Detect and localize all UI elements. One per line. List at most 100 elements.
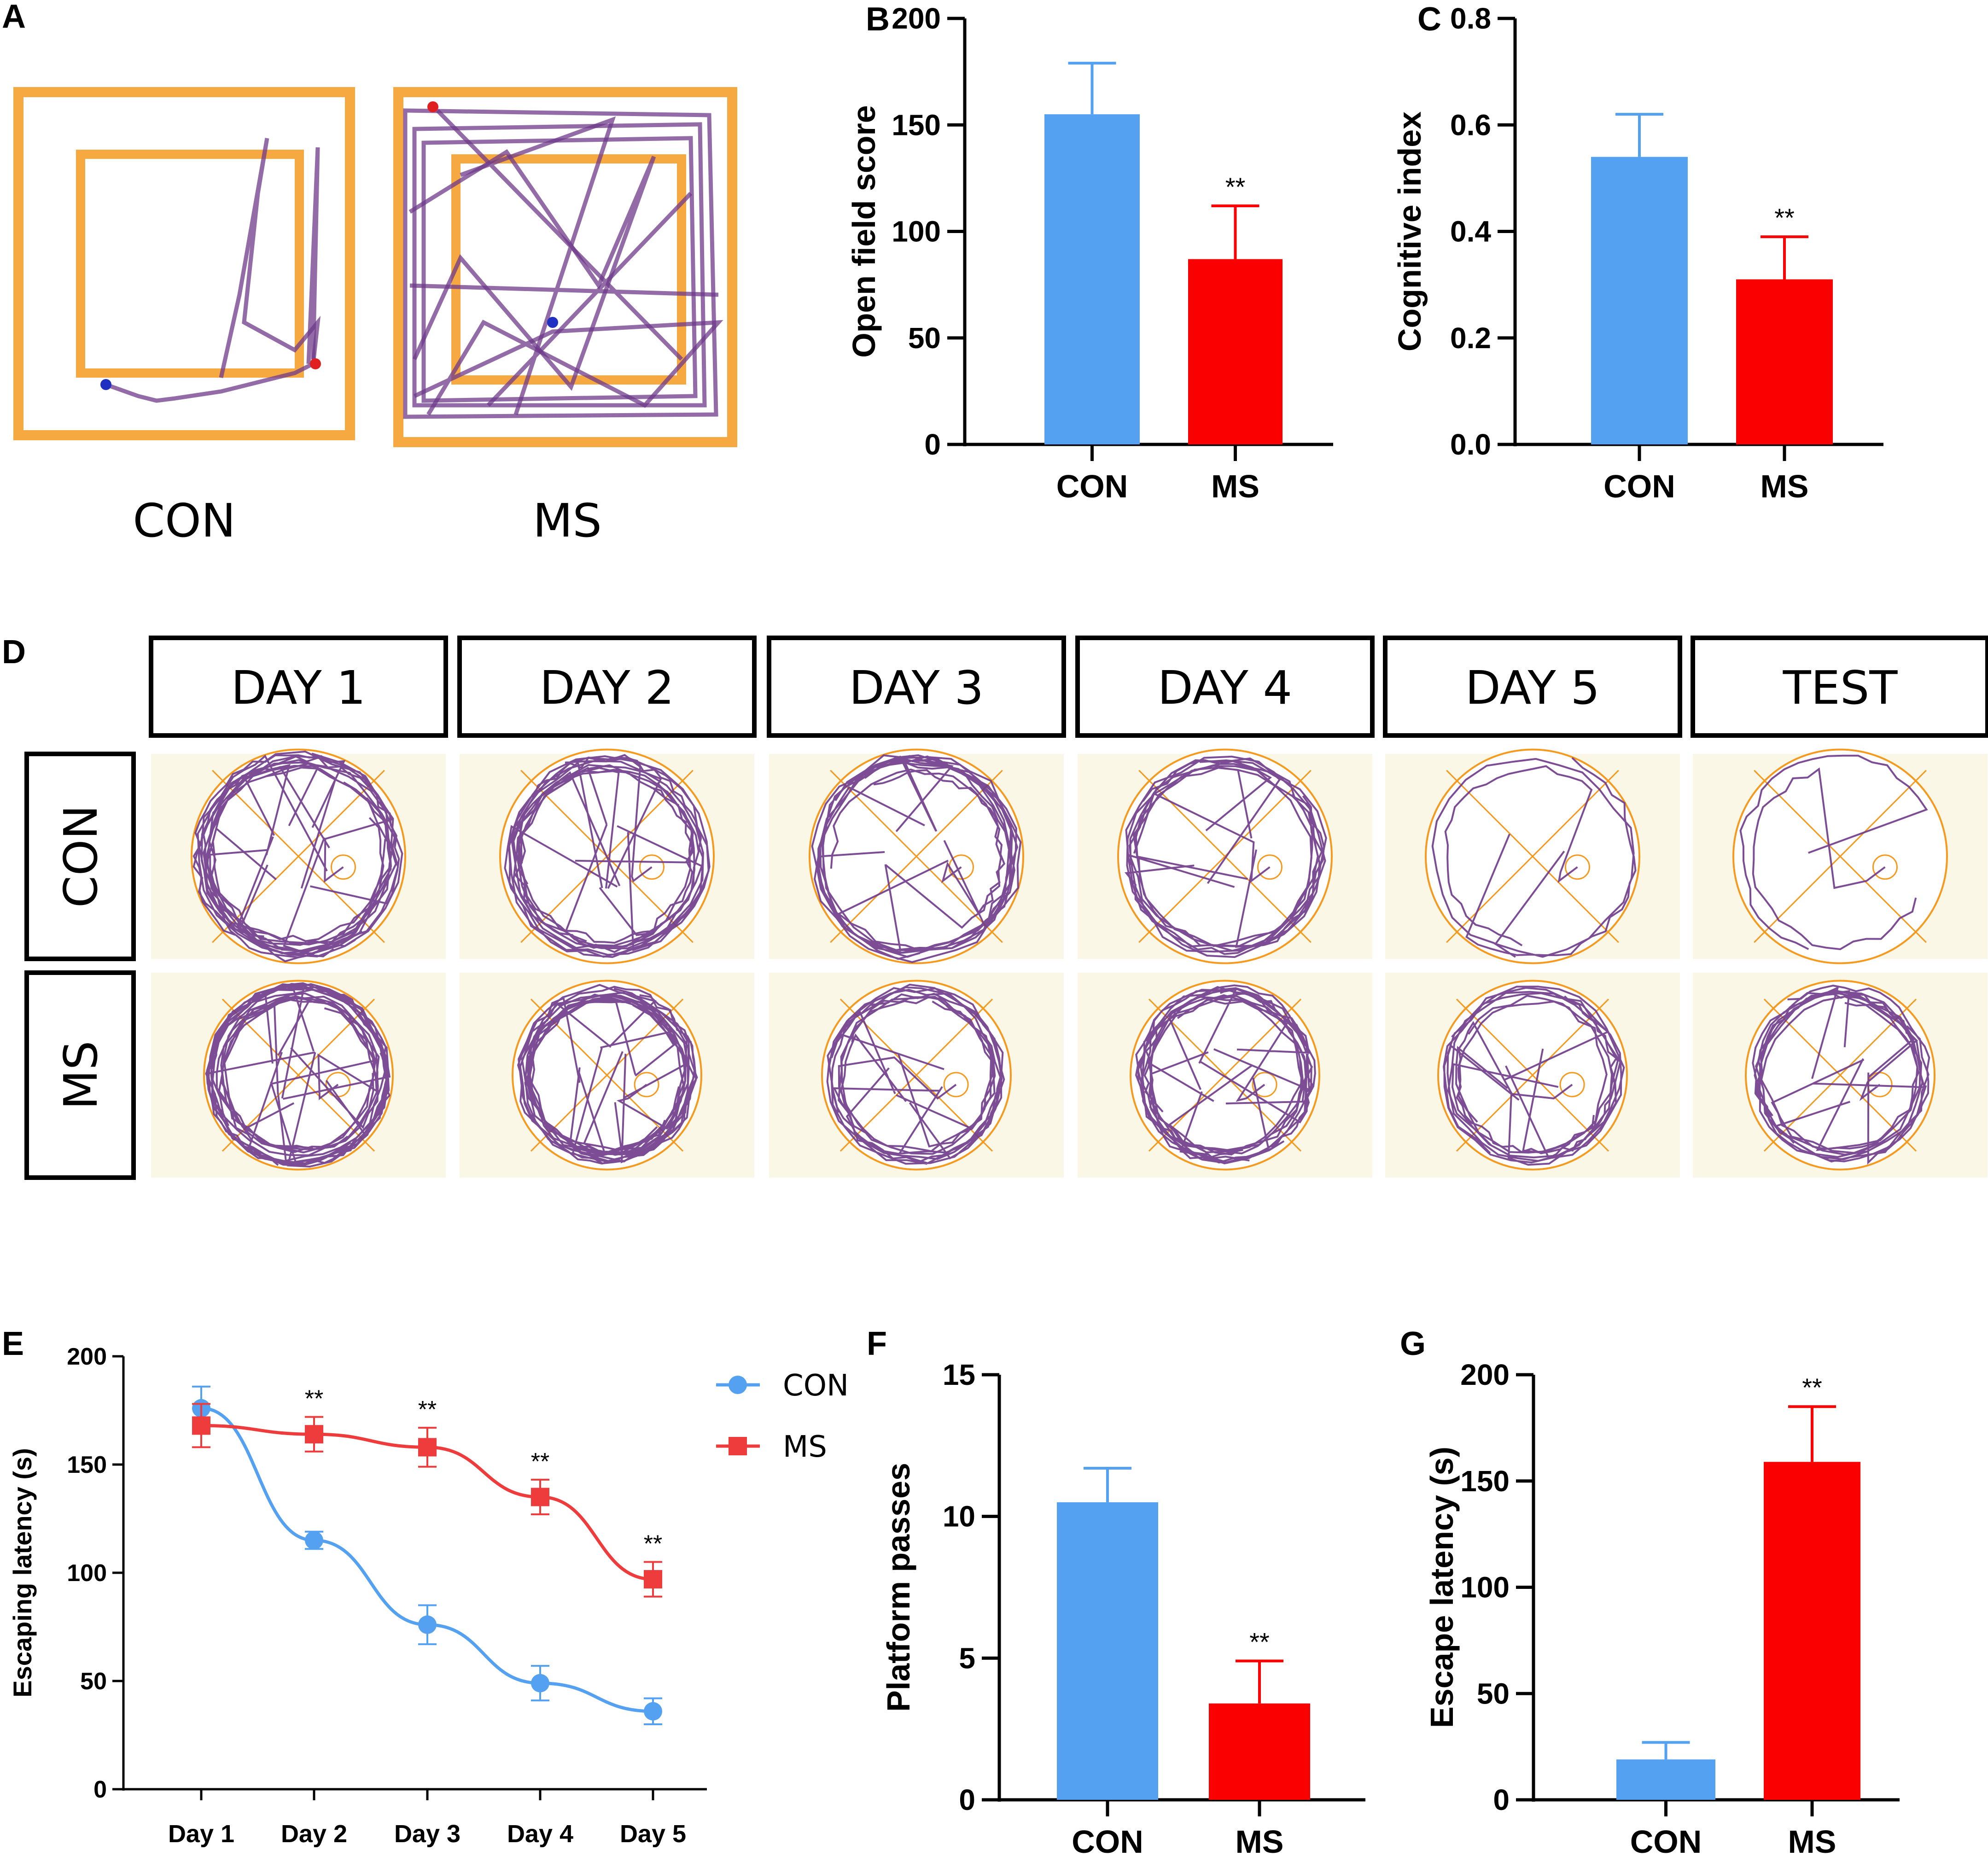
quadrant-line bbox=[1138, 770, 1312, 943]
point-con bbox=[644, 1702, 662, 1721]
y-axis-label: Open field score bbox=[846, 105, 882, 357]
chart-b: 0 50 100 150 200 Open field score CON ** MS bbox=[846, 2, 1333, 504]
panel-d: D DAY 1 DAY 2 DAY 3 DAY 4 DAY 5 TEST CON MS bbox=[2, 634, 1988, 1180]
swim-trajectory bbox=[811, 754, 1022, 963]
point-ms bbox=[418, 1438, 437, 1457]
x-tick-label: Day 3 bbox=[394, 1820, 461, 1848]
x-tick-label: Day 1 bbox=[168, 1820, 234, 1848]
swim-trajectory bbox=[1431, 757, 1637, 958]
swim-trajectory bbox=[504, 754, 711, 958]
y-tick-label: 100 bbox=[1460, 1571, 1510, 1604]
row-header-label: CON bbox=[54, 805, 108, 908]
x-tick-label: CON bbox=[1056, 468, 1128, 504]
y-tick-label: 0.0 bbox=[1450, 428, 1491, 461]
arena-outer bbox=[393, 87, 737, 447]
swim-trajectory bbox=[205, 982, 391, 1168]
y-tick-label: 50 bbox=[1477, 1677, 1510, 1710]
chart-c: 0.0 0.2 0.4 0.6 0.8 Cognitive index CON ** MS bbox=[1392, 2, 1883, 504]
quadrant-line bbox=[530, 998, 684, 1152]
y-tick-label: 100 bbox=[67, 1560, 107, 1587]
point-ms bbox=[531, 1488, 549, 1506]
y-tick-label: 100 bbox=[892, 215, 941, 248]
column-header-label: DAY 3 bbox=[849, 661, 984, 715]
bar-con bbox=[1057, 1502, 1158, 1800]
swim-trajectory bbox=[826, 983, 1005, 1165]
panel-a-label-con: CON bbox=[133, 494, 235, 548]
row-header-box bbox=[24, 752, 136, 961]
chart-g: 0 50 100 150 200 Escape latency (s) CON ** MS bbox=[1424, 1358, 1900, 1856]
track-path bbox=[105, 138, 321, 403]
platform-marker bbox=[1257, 854, 1283, 880]
x-tick-label: Day 4 bbox=[507, 1820, 573, 1848]
series-line-con bbox=[201, 1407, 653, 1713]
legend-label-con: CON bbox=[783, 1369, 849, 1403]
swim-trajectory bbox=[1752, 985, 1930, 1165]
y-tick-label: 0.2 bbox=[1450, 321, 1491, 355]
column-header-label: DAY 5 bbox=[1465, 661, 1600, 715]
y-tick-label: 50 bbox=[80, 1668, 107, 1695]
platform-marker bbox=[1872, 854, 1898, 880]
y-tick-label: 0 bbox=[93, 1776, 107, 1803]
legend-marker-ms bbox=[729, 1437, 747, 1455]
y-tick-label: 0.4 bbox=[1450, 215, 1491, 248]
panel-e: E 0 50 100 150 200 Day 1 Day 2 Day 3 Day 4 Day 5 E… bbox=[2, 1325, 849, 1848]
panel-c: C 0.0 0.2 0.4 0.6 0.8 Cognitive index CON ** MS bbox=[1392, 1, 1883, 504]
swim-trajectory bbox=[1739, 754, 1928, 951]
column-header-box bbox=[149, 636, 448, 738]
panel-f-letter: F bbox=[867, 1325, 887, 1362]
bar-con bbox=[1591, 157, 1688, 444]
y-tick-label: 0.8 bbox=[1450, 2, 1491, 35]
arena-inner bbox=[451, 154, 686, 385]
quadrant-line bbox=[830, 770, 1003, 943]
y-tick-label: 50 bbox=[908, 321, 941, 355]
point-ms bbox=[644, 1570, 662, 1589]
platform-marker bbox=[943, 1072, 969, 1097]
legend-marker-con bbox=[729, 1376, 747, 1394]
y-tick-label: 150 bbox=[67, 1452, 107, 1478]
y-tick-label: 0 bbox=[924, 428, 941, 461]
column-header-label: DAY 4 bbox=[1158, 661, 1292, 715]
bar-con bbox=[1616, 1759, 1715, 1800]
y-tick-label: 150 bbox=[892, 108, 941, 141]
point-ms bbox=[192, 1416, 210, 1435]
y-tick-label: 200 bbox=[1460, 1358, 1510, 1391]
x-tick-label: CON bbox=[1603, 468, 1675, 504]
y-tick-label: 15 bbox=[943, 1358, 975, 1391]
bar-ms bbox=[1188, 259, 1283, 444]
column-header-label: DAY 2 bbox=[540, 661, 674, 715]
chart-f: 0 5 10 15 Platform passes CON ** MS bbox=[880, 1358, 1365, 1856]
start-marker bbox=[100, 379, 111, 390]
significance-label: ** bbox=[644, 1531, 662, 1558]
column-header-box bbox=[1075, 636, 1375, 738]
significance-label: ** bbox=[531, 1448, 549, 1475]
column-header-box bbox=[457, 636, 757, 738]
y-tick-label: 200 bbox=[67, 1343, 107, 1370]
significance-label: ** bbox=[305, 1386, 323, 1412]
row-header-box bbox=[24, 970, 136, 1180]
x-tick-label: MS bbox=[1788, 1824, 1836, 1856]
open-field-ms bbox=[393, 87, 737, 447]
y-tick-label: 10 bbox=[943, 1500, 975, 1533]
end-marker bbox=[547, 317, 558, 328]
y-axis-label: Escaping latency (s) bbox=[8, 1448, 37, 1698]
column-header-box bbox=[767, 636, 1066, 738]
x-tick-label: MS bbox=[1761, 468, 1809, 504]
open-field-con bbox=[13, 87, 355, 440]
y-axis-label: Escape latency (s) bbox=[1424, 1447, 1460, 1728]
arena-outer bbox=[13, 87, 355, 440]
panel-a-label-ms: MS bbox=[533, 494, 602, 548]
panel-b-letter: B bbox=[866, 1, 890, 38]
x-tick-label: MS bbox=[1236, 1824, 1284, 1856]
x-tick-label: CON bbox=[1630, 1824, 1702, 1856]
swim-trajectory bbox=[517, 984, 698, 1165]
column-header-box bbox=[1383, 636, 1682, 738]
y-tick-label: 0 bbox=[1493, 1783, 1510, 1816]
panel-f: F 0 5 10 15 Platform passes CON ** MS bbox=[867, 1325, 1365, 1856]
platform-marker bbox=[634, 1072, 659, 1097]
significance-label: ** bbox=[1225, 172, 1246, 201]
y-tick-label: 0 bbox=[959, 1783, 975, 1816]
track-path-2 bbox=[306, 147, 320, 364]
point-con bbox=[305, 1531, 323, 1550]
quadrant-line bbox=[1446, 770, 1619, 943]
track-path bbox=[403, 108, 723, 419]
